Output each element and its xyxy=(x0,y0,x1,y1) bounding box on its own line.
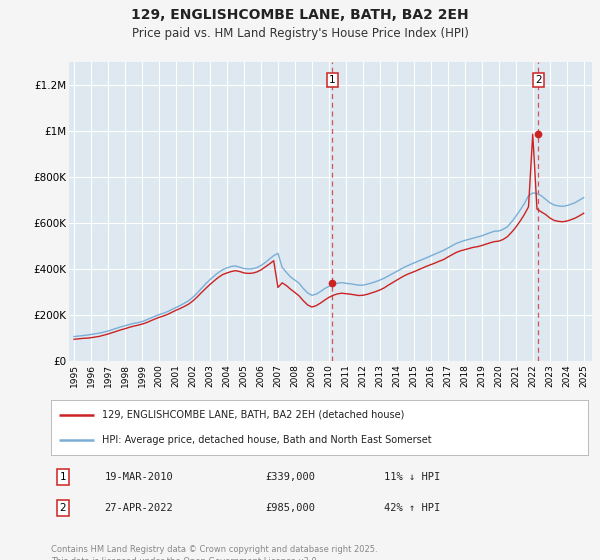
Text: 2: 2 xyxy=(59,503,66,513)
Text: 1: 1 xyxy=(329,75,336,85)
Text: 11% ↓ HPI: 11% ↓ HPI xyxy=(384,472,440,482)
Text: 1: 1 xyxy=(59,472,66,482)
Text: Contains HM Land Registry data © Crown copyright and database right 2025.
This d: Contains HM Land Registry data © Crown c… xyxy=(51,545,377,560)
Text: 27-APR-2022: 27-APR-2022 xyxy=(105,503,173,513)
Text: £339,000: £339,000 xyxy=(266,472,316,482)
Text: Price paid vs. HM Land Registry's House Price Index (HPI): Price paid vs. HM Land Registry's House … xyxy=(131,27,469,40)
Text: 129, ENGLISHCOMBE LANE, BATH, BA2 2EH: 129, ENGLISHCOMBE LANE, BATH, BA2 2EH xyxy=(131,8,469,22)
Text: 2: 2 xyxy=(535,75,541,85)
Text: 42% ↑ HPI: 42% ↑ HPI xyxy=(384,503,440,513)
Text: £985,000: £985,000 xyxy=(266,503,316,513)
Text: 129, ENGLISHCOMBE LANE, BATH, BA2 2EH (detached house): 129, ENGLISHCOMBE LANE, BATH, BA2 2EH (d… xyxy=(102,410,404,419)
Text: HPI: Average price, detached house, Bath and North East Somerset: HPI: Average price, detached house, Bath… xyxy=(102,435,431,445)
Text: 19-MAR-2010: 19-MAR-2010 xyxy=(105,472,173,482)
